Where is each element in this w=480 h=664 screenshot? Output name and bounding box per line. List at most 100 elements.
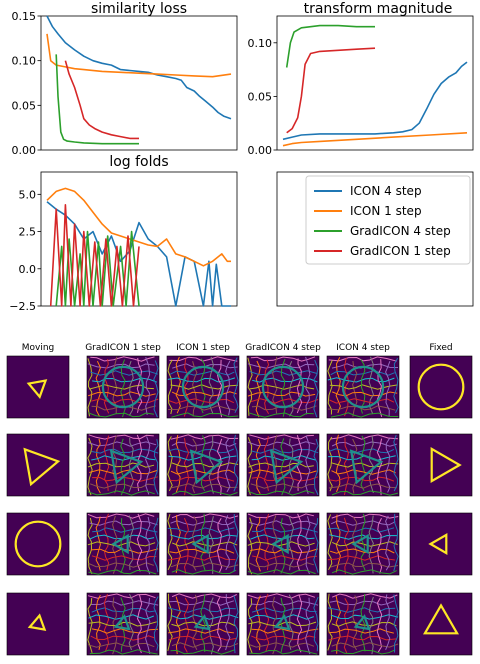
series-line-grad1 — [49, 204, 140, 307]
triangle-shape — [189, 449, 224, 485]
grid-line-v — [167, 436, 173, 492]
grid-line-h — [171, 593, 238, 599]
grid-line-h — [330, 434, 398, 440]
grid-line-h — [88, 562, 154, 568]
grid-line-h — [92, 527, 158, 533]
circle-shape — [261, 365, 305, 409]
grid-line-h — [332, 541, 398, 547]
grid-line-v — [327, 436, 333, 492]
grid-line-v — [335, 595, 341, 654]
grid-line-v — [385, 438, 391, 493]
grid-line-h — [252, 527, 318, 533]
registration-image-grid: Moving GradICON 1 step ICON 1 step GradICON… — [6, 343, 473, 656]
grid-line-h — [331, 441, 397, 447]
series-line-icon1 — [282, 132, 468, 147]
column-header: Fixed — [429, 343, 452, 353]
grid-line-v — [272, 356, 278, 414]
grid-line-h — [91, 405, 156, 411]
grid-line-h — [247, 391, 316, 397]
grid-line-h — [167, 476, 235, 482]
grid-line-h — [331, 490, 399, 496]
grid-line-v — [153, 517, 159, 573]
triangle-shape — [269, 449, 304, 485]
grid-line-v — [376, 359, 383, 417]
grid-line-v — [95, 594, 101, 651]
grid-line-v — [208, 435, 214, 494]
grid-line-v — [385, 594, 391, 650]
grid-line-h — [169, 548, 235, 554]
triangle-shape — [23, 447, 61, 487]
grid-line-v — [136, 594, 143, 654]
grid-cell-warp — [166, 512, 240, 576]
grid-line-h — [249, 370, 318, 376]
grid-line-h — [248, 520, 318, 526]
transform-magnitude-chart: transform magnitude 0.00 0.05 0.10 — [248, 1, 474, 157]
grid-line-h — [89, 649, 158, 655]
series-line-grad1 — [286, 47, 376, 134]
grid-line-h — [168, 398, 235, 404]
grid-line-h — [327, 607, 396, 613]
grid-line-h — [249, 649, 318, 655]
grid-line-v — [175, 434, 181, 493]
grid-line-v — [343, 597, 350, 654]
grid-line-v — [247, 517, 253, 575]
grid-line-h — [168, 448, 234, 454]
grid-line-h — [169, 483, 238, 489]
grid-cell-warp — [326, 592, 400, 656]
grid-line-v — [288, 515, 294, 571]
y-tick: 0.10 — [12, 55, 41, 68]
triangle-shape — [111, 533, 129, 555]
grid-cell-warp — [86, 433, 160, 497]
grid-line-v — [393, 594, 399, 653]
column-header: ICON 1 step — [176, 343, 230, 353]
triangle-shape — [349, 449, 384, 485]
grid-line-v — [103, 593, 110, 652]
cell-image-background — [409, 433, 473, 497]
grid-cell-plain — [409, 433, 473, 497]
legend-entry-icon4: ICON 4 step — [314, 184, 422, 198]
legend-entry-icon1: ICON 1 step — [314, 204, 422, 218]
grid-line-v — [305, 356, 311, 415]
grid-line-v — [343, 357, 350, 417]
grid-line-v — [183, 517, 189, 574]
plot-frame — [40, 15, 238, 151]
grid-line-v — [233, 357, 239, 414]
grid-line-v — [393, 434, 399, 492]
grid-line-h — [87, 391, 156, 397]
grid-line-v — [263, 593, 270, 652]
grid-line-v — [153, 360, 159, 418]
grid-line-v — [167, 359, 173, 415]
y-tick-label: 0.05 — [248, 90, 273, 103]
y-tick-label: 0.05 — [12, 99, 37, 112]
grid-cell-warp — [166, 592, 240, 656]
grid-line-h — [91, 600, 159, 606]
grid-line-v — [200, 594, 206, 653]
y-tick-label: 0.10 — [248, 37, 273, 50]
legend-label: GradICON 4 step — [350, 224, 451, 238]
cell-image-background — [409, 512, 473, 576]
grid-line-v — [255, 517, 261, 572]
y-tick: −2.5 — [9, 300, 41, 313]
grid-line-v — [263, 513, 270, 571]
legend-axes-frame — [276, 171, 474, 307]
grid-line-h — [87, 490, 155, 496]
grid-line-v — [368, 356, 374, 414]
grid-line-v — [255, 360, 261, 418]
grid-cell-warp — [246, 592, 320, 656]
grid-cell-plain — [6, 355, 70, 419]
grid-cell-plain — [409, 592, 473, 656]
y-tick: 0.00 — [12, 144, 41, 157]
grid-line-h — [170, 649, 235, 655]
chart-title: transform magnitude — [304, 1, 453, 17]
series-line-grad1 — [64, 60, 139, 140]
grid-line-v — [103, 359, 110, 414]
grid-line-h — [88, 412, 154, 418]
cell-image-background — [409, 592, 473, 656]
cell-image-background — [6, 433, 70, 497]
grid-cell-warp — [246, 355, 320, 419]
grid-line-h — [172, 541, 238, 547]
grid-line-v — [145, 598, 151, 655]
cell-image-background — [6, 355, 70, 419]
y-tick-label: −2.5 — [9, 300, 36, 313]
grid-line-h — [171, 614, 239, 620]
